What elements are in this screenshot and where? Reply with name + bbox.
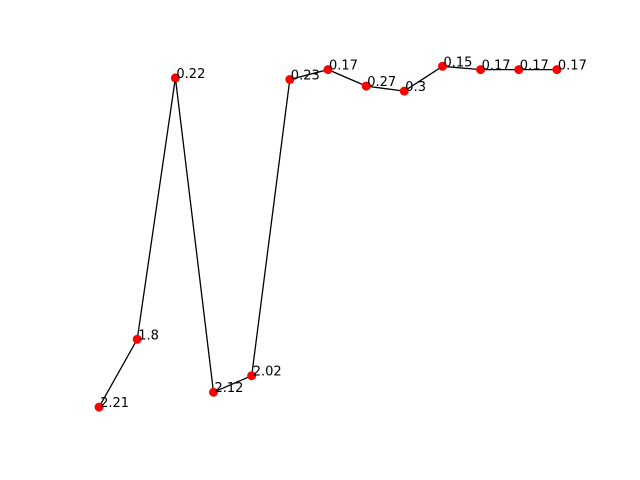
series-line [98, 65, 557, 408]
data-point [399, 86, 409, 96]
data-point [94, 402, 104, 412]
data-point [476, 65, 486, 75]
data-point [438, 61, 447, 71]
data-label: 1.8 [138, 328, 159, 343]
data-point [170, 73, 180, 83]
data-label: 0.23 [291, 69, 320, 84]
data-point [132, 334, 142, 344]
data-point [247, 371, 257, 381]
data-label: 0.17 [558, 59, 587, 74]
marker-group [94, 61, 562, 412]
data-point [514, 65, 524, 75]
data-label: 0.17 [329, 59, 358, 74]
data-label: 2.21 [100, 396, 129, 411]
label-group: 2.21 1.8 0.22 2.12 2.02 0.23 0.17 0.27 0.3 0.15 0.… [100, 55, 587, 411]
data-label: 0.17 [482, 59, 511, 74]
data-point [209, 387, 218, 397]
data-label: 0.27 [367, 75, 396, 90]
data-label: 0.17 [520, 59, 549, 74]
data-point [361, 81, 371, 91]
data-point [552, 65, 562, 75]
data-label: 2.02 [253, 365, 282, 380]
data-label: 0.15 [444, 55, 473, 70]
data-label: 0.3 [405, 80, 426, 95]
series-line-group [98, 65, 557, 408]
data-label: 2.12 [215, 381, 244, 396]
data-point [285, 75, 295, 84]
data-point [323, 65, 333, 75]
data-label: 0.22 [176, 67, 205, 82]
